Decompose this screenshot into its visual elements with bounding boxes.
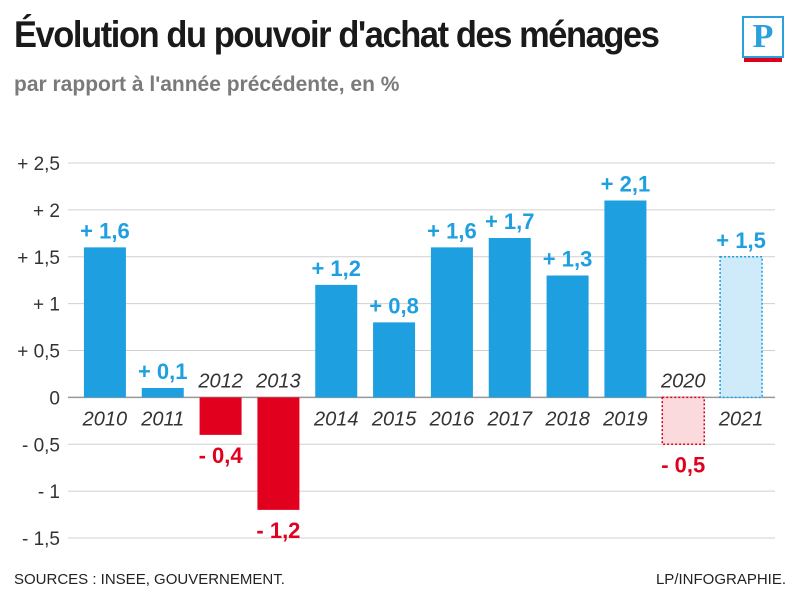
- y-tick-label: + 2: [33, 201, 60, 222]
- value-label: + 1,2: [311, 256, 361, 281]
- y-tick-label: - 0,5: [22, 435, 60, 456]
- bar-2018: [547, 276, 589, 398]
- bar-2016: [431, 247, 473, 397]
- value-label: - 0,4: [199, 443, 244, 468]
- category-label: 2017: [487, 408, 533, 430]
- category-label: 2013: [255, 370, 301, 392]
- publisher-logo: P: [742, 16, 784, 58]
- category-label: 2012: [197, 370, 243, 392]
- category-label: 2018: [544, 408, 590, 430]
- value-label: + 0,8: [369, 293, 419, 318]
- logo-red-bar: [744, 58, 782, 62]
- chart-subtitle: par rapport à l'année précédente, en %: [14, 73, 399, 97]
- bar-2012: [200, 397, 242, 435]
- y-axis-ticks: + 2,5 + 2 + 1,5 + 1 + 0,5 0 - 0,5 - 1 - 1,5: [17, 154, 60, 550]
- value-label: + 2,1: [601, 172, 651, 197]
- value-label: + 1,7: [485, 209, 535, 234]
- category-label: 2019: [602, 408, 648, 430]
- bar-chart: + 2,5 + 2 + 1,5 + 1 + 0,5 0 - 0,5 - 1 - 1,5 2010…: [0, 140, 800, 560]
- bar-2021: [720, 257, 762, 398]
- bar-2019: [604, 201, 646, 398]
- category-label: 2016: [429, 408, 475, 430]
- bar-2017: [489, 238, 531, 397]
- y-tick-label: - 1: [38, 482, 60, 503]
- bar-2015: [373, 322, 415, 397]
- value-labels: + 1,6 + 0,1 - 0,4 - 1,2 + 1,2 + 0,8 + 1,6 + 1,7…: [80, 172, 766, 543]
- value-label: + 1,6: [80, 218, 130, 243]
- y-tick-label: + 1: [33, 295, 60, 316]
- logo-letter: P: [744, 18, 782, 56]
- category-label: 2014: [313, 408, 359, 430]
- value-label: + 1,6: [427, 218, 477, 243]
- value-label: - 1,2: [256, 518, 300, 543]
- category-label: 2011: [140, 408, 184, 430]
- category-label: 2010: [82, 408, 128, 430]
- y-tick-label: + 1,5: [17, 248, 60, 269]
- y-tick-label: + 0,5: [17, 342, 60, 363]
- y-tick-label: 0: [49, 388, 60, 409]
- y-tick-label: - 1,5: [22, 529, 60, 550]
- value-label: - 0,5: [661, 452, 705, 477]
- grid-lines: [68, 163, 775, 538]
- y-tick-label: + 2,5: [17, 154, 60, 175]
- category-label: 2020: [660, 370, 706, 392]
- value-label: + 0,1: [138, 359, 188, 384]
- credit-note: LP/INFOGRAPHIE.: [656, 571, 786, 588]
- value-label: + 1,5: [716, 228, 766, 253]
- value-label: + 1,3: [543, 247, 593, 272]
- bar-2010: [84, 247, 126, 397]
- bar-2020: [662, 397, 704, 444]
- category-label: 2021: [718, 408, 764, 430]
- bar-2013: [257, 397, 299, 510]
- bar-2014: [315, 285, 357, 398]
- sources-note: SOURCES : INSEE, GOUVERNEMENT.: [14, 571, 285, 588]
- chart-title: Évolution du pouvoir d'achat des ménages: [14, 14, 659, 56]
- category-label: 2015: [371, 408, 417, 430]
- bar-2011: [142, 388, 184, 397]
